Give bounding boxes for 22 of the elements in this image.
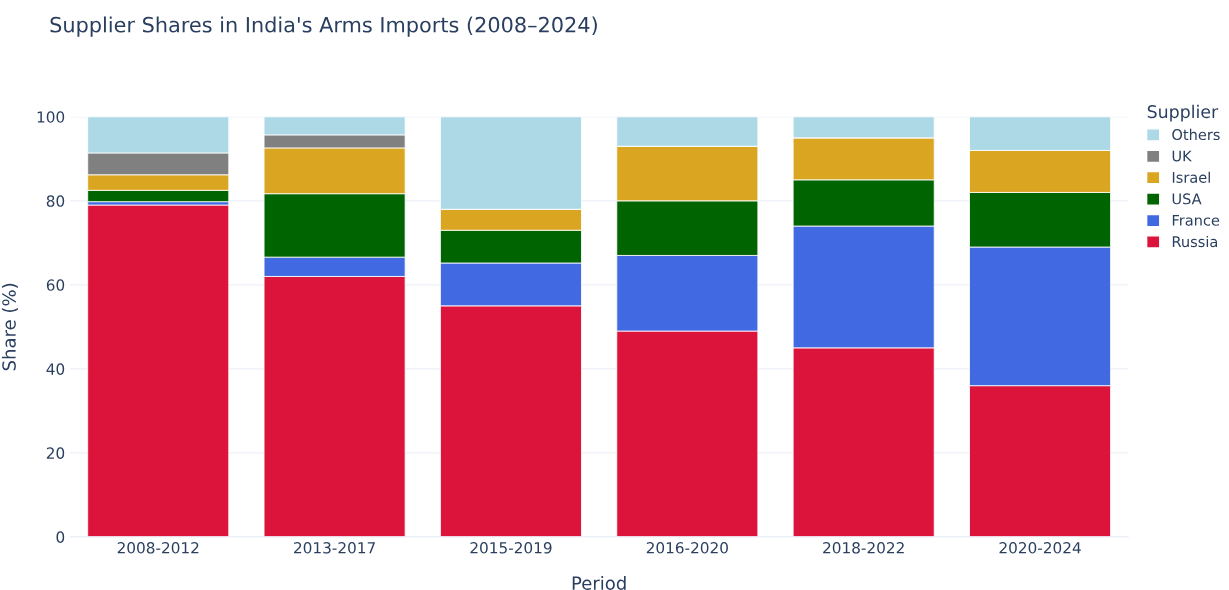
y-axis-title: Share (%) (1, 283, 18, 371)
x-tick-label: 2013-2017 (294, 542, 375, 554)
y-tick-label: 20 (46, 447, 65, 459)
legend-label: Russia (1172, 235, 1218, 248)
x-tick-label: 2016-2020 (646, 542, 728, 554)
x-tick-label: 2008-2012 (117, 542, 199, 554)
y-tick-label: 100 (37, 111, 65, 123)
chart-title: Supplier Shares in India's Arms Imports (2008–2024) (50, 16, 597, 37)
x-axis-title: Period (572, 575, 626, 590)
y-tick-label: 40 (46, 363, 65, 375)
x-tick-label: 2015-2019 (470, 542, 552, 554)
legend-label: Israel (1172, 171, 1210, 183)
legend-label: USA (1172, 193, 1202, 205)
y-tick-label: 80 (46, 195, 65, 207)
y-tick-label: 60 (46, 279, 65, 291)
x-tick-label: 2020-2024 (999, 542, 1081, 554)
legend-label: Others (1172, 128, 1220, 141)
legend-label: France (1172, 214, 1220, 226)
legend-label: UK (1172, 150, 1192, 162)
legend-title: Supplier (1147, 104, 1219, 122)
x-tick-label: 2018-2022 (823, 542, 904, 554)
y-tick-label: 0 (56, 531, 65, 543)
